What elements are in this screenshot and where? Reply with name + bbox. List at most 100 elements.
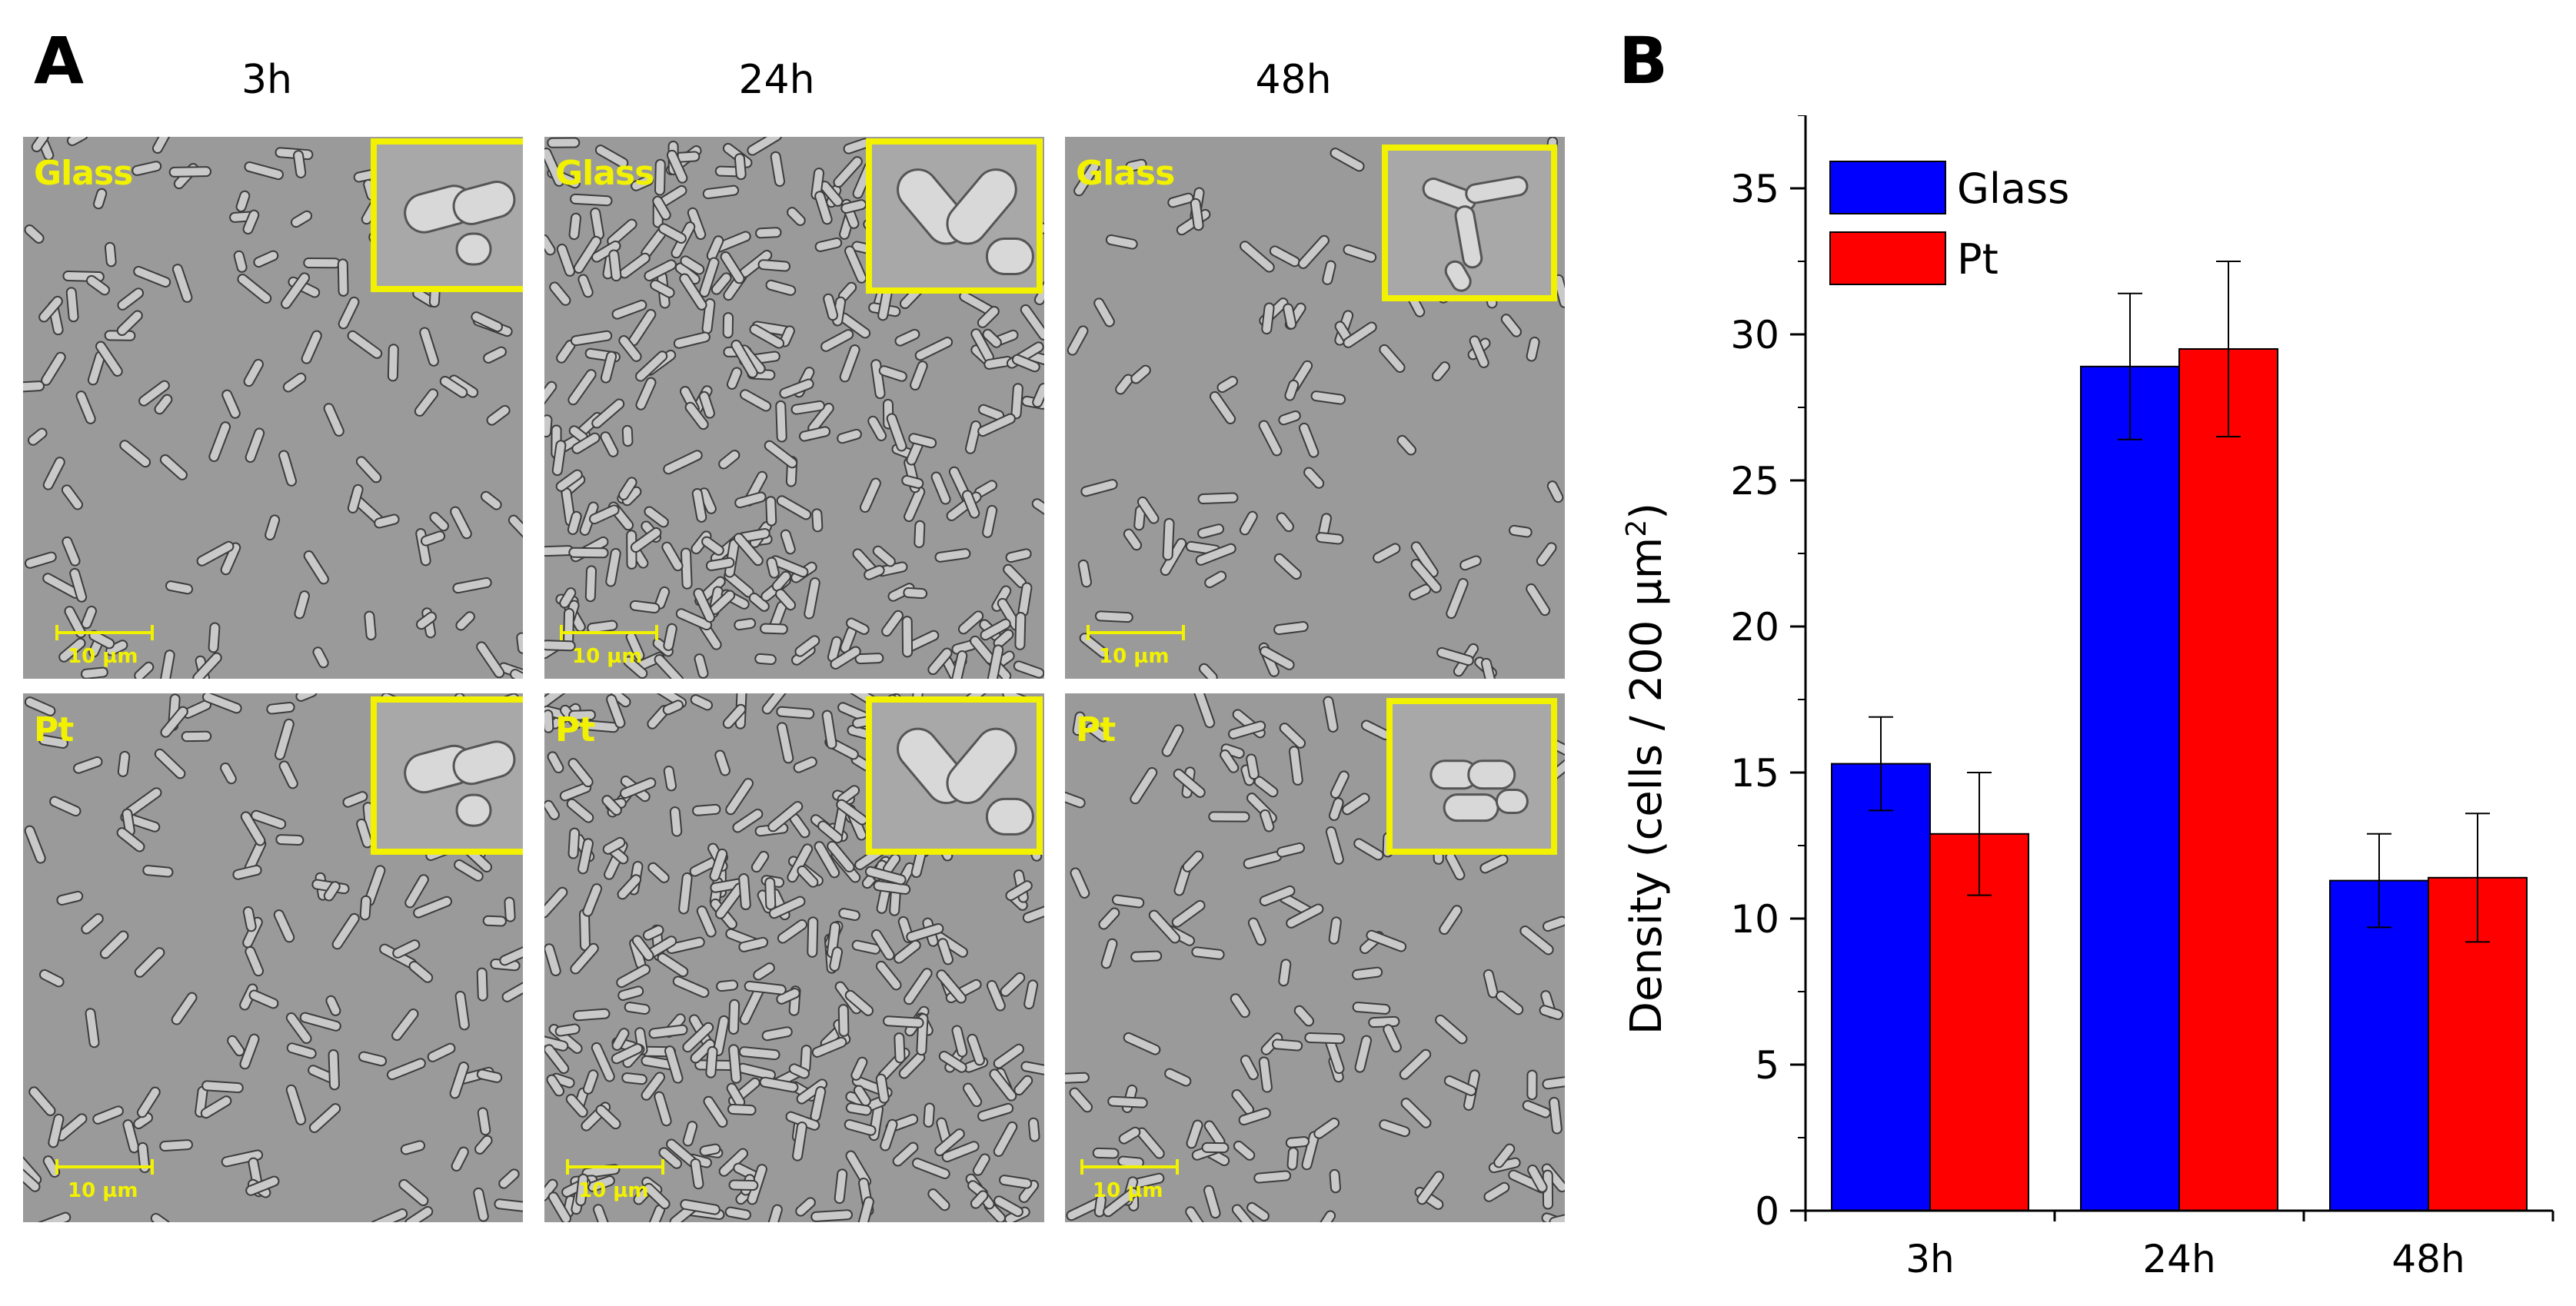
bacterium-cell: [982, 328, 1002, 348]
bacterium-cell: [602, 836, 626, 855]
bacterium-cell: [516, 632, 523, 654]
bacterium-cell: [840, 199, 867, 214]
bacterium-cell: [137, 1142, 151, 1174]
bacterium-cell: [253, 250, 279, 268]
bacterium-cell: [208, 421, 231, 463]
bacterium-cell: [242, 209, 260, 235]
bacterium-cell: [559, 587, 577, 609]
bacterium-cell: [901, 475, 924, 489]
bacterium-cell: [116, 310, 143, 337]
bacterium-cell: [759, 1076, 799, 1093]
bacterium-cell: [727, 1103, 757, 1116]
bacterium-cell: [753, 962, 775, 981]
bacterium-cell: [501, 979, 523, 1002]
bacterium-cell: [694, 653, 709, 679]
bacterium-cell: [635, 351, 668, 382]
legend-swatch-pt: [1829, 231, 1946, 285]
bacterium-cell: [154, 394, 173, 415]
bacterium-cell: [420, 530, 446, 547]
bacterium-cell: [237, 274, 272, 304]
bacterium-cell: [771, 570, 791, 592]
inset-bacterium: [455, 793, 492, 827]
bacterium-cell: [282, 372, 307, 393]
bacterium-cell: [718, 450, 741, 470]
bacterium-cell: [1366, 929, 1407, 952]
bacterium-cell: [777, 722, 794, 764]
bacterium-cell: [734, 153, 747, 181]
y-axis-label: Density (cells / 200 µm2): [1621, 503, 1672, 1035]
bacterium-cell: [724, 1206, 751, 1221]
bacterium-cell: [1198, 663, 1218, 679]
bacterium-cell: [734, 491, 767, 509]
bacterium-cell: [699, 257, 720, 297]
bacterium-cell: [761, 1026, 793, 1042]
bacterium-cell: [1315, 532, 1344, 545]
bacterium-cell: [1283, 303, 1297, 330]
bacterium-cell: [726, 367, 743, 390]
bacterium-cell: [1493, 1143, 1516, 1168]
bacterium-cell: [1500, 314, 1522, 337]
bacterium-cell: [930, 471, 951, 505]
bacterium-cell: [294, 590, 311, 620]
bacterium-cell: [1445, 852, 1466, 881]
bacterium-cell: [248, 989, 279, 1009]
bacterium-cell: [565, 1093, 588, 1118]
inset-bacterium: [1444, 260, 1472, 292]
bacterium-cell: [631, 174, 654, 191]
bacterium-cell: [711, 272, 732, 295]
bar-glass-24h: [2080, 365, 2180, 1211]
bacterium-cell: [342, 791, 368, 808]
bacterium-cell: [235, 190, 251, 212]
bacterium-cell: [1137, 496, 1160, 524]
bacterium-cell: [672, 975, 710, 999]
bacterium-cell: [301, 330, 322, 364]
bacterium-cell: [1522, 1100, 1551, 1118]
bacterium-cell: [567, 758, 594, 788]
bacterium-cell: [201, 1080, 244, 1094]
bacterium-cell: [1182, 850, 1204, 872]
y-axis-label-main: Density (cells / 200 µm: [1622, 537, 1672, 1035]
bacterium-cell: [616, 964, 651, 989]
y-axis-label-sup: 2: [1621, 520, 1652, 537]
bacterium-cell: [323, 881, 341, 902]
bacterium-cell: [611, 299, 647, 320]
bacterium-cell: [359, 895, 371, 921]
bacterium-cell: [732, 809, 764, 833]
bacterium-cell: [547, 137, 581, 148]
bacterium-cell: [844, 1119, 877, 1136]
bacterium-cell: [476, 1068, 503, 1083]
bacterium-cell: [972, 1153, 990, 1176]
bacterium-cell: [1253, 1170, 1292, 1184]
bacterium-cell: [391, 1009, 419, 1042]
bacterium-cell: [454, 859, 484, 882]
bacterium-cell: [641, 1072, 666, 1101]
bacterium-cell: [151, 137, 175, 155]
bacterium-cell: [728, 1179, 759, 1191]
bacterium-cell: [701, 536, 724, 556]
bacterium-cell: [792, 1121, 807, 1161]
bacterium-cell: [323, 403, 344, 437]
bacterium-cell: [1313, 1117, 1340, 1139]
inset-bacterium: [946, 727, 1017, 805]
bacterium-cell: [682, 1022, 714, 1053]
bacterium-cell: [728, 1044, 742, 1084]
bacterium-cell: [419, 327, 440, 367]
bacterium-cell: [232, 865, 262, 880]
bacterium-cell: [325, 995, 341, 1016]
bacterium-cell: [275, 834, 305, 846]
bacterium-cell: [908, 433, 937, 449]
bacterium-cell: [477, 1107, 491, 1136]
bacterium-cell: [830, 646, 861, 670]
bacterium-cell: [473, 1187, 489, 1222]
bacterium-cell: [568, 547, 609, 559]
inset-bacterium: [455, 232, 492, 266]
bacterium-cell: [1483, 969, 1499, 999]
bacterium-cell: [1080, 479, 1118, 497]
bacterium-cell: [1020, 1061, 1044, 1076]
legend-swatch-glass: [1829, 161, 1946, 214]
bacterium-cell: [38, 969, 65, 988]
bacterium-cell: [1443, 1075, 1477, 1096]
bacterium-cell: [1258, 420, 1283, 457]
bacterium-cell: [1353, 838, 1384, 861]
bacterium-cell: [870, 929, 895, 961]
